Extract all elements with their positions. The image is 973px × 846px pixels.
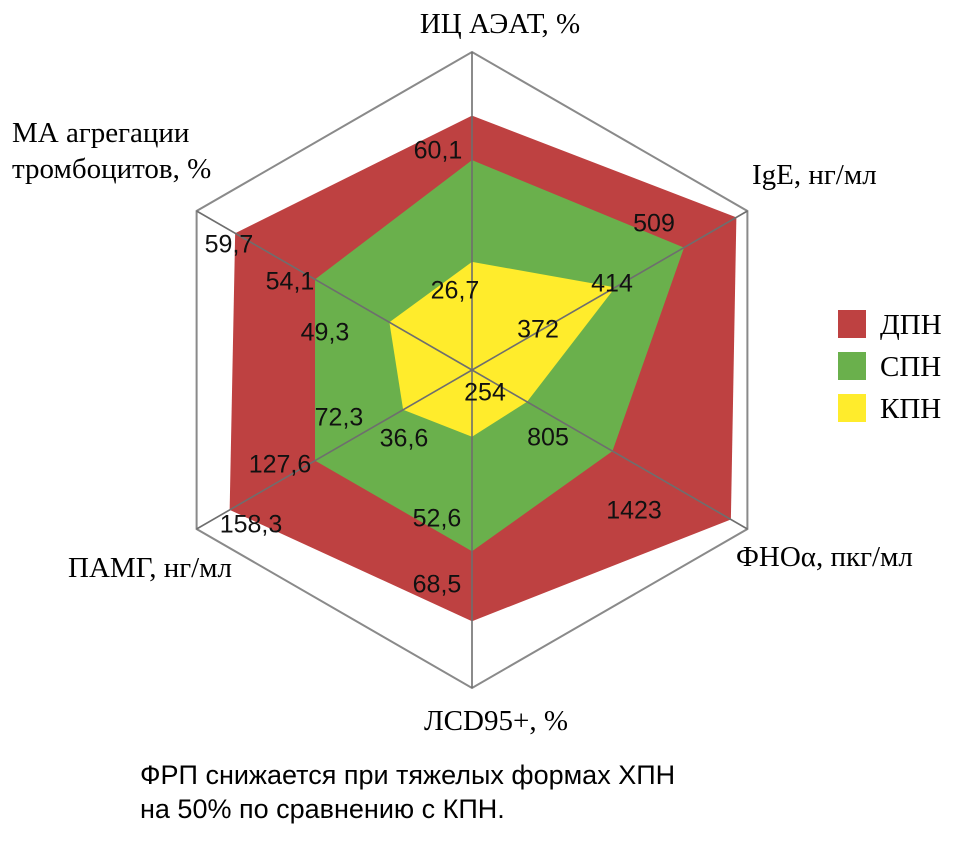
axis-label-1: IgE, нг/мл bbox=[752, 159, 877, 191]
value-label-СПН-1: 414 bbox=[591, 270, 633, 298]
value-label-ДПН-4: 158,3 bbox=[220, 511, 283, 539]
value-label-СПН-5: 54,1 bbox=[266, 268, 315, 296]
caption-line-2: на 50% по сравнению с КПН. bbox=[140, 794, 505, 824]
axis-spoke-5 bbox=[196, 210, 473, 371]
value-label-СПН-2: 805 bbox=[527, 424, 569, 452]
axis-label-3: ЛCD95+, % bbox=[424, 705, 568, 737]
legend-label-СПН: СПН bbox=[880, 351, 941, 383]
value-label-ДПН-1: 509 bbox=[633, 210, 675, 238]
legend: ДПН СПН КПН bbox=[838, 309, 942, 425]
caption: ФРП снижается при тяжелых формах ХПН на … bbox=[140, 758, 675, 826]
value-label-ДПН-2: 1423 bbox=[606, 497, 662, 525]
axis-spoke-2 bbox=[471, 369, 748, 530]
axis-spoke-4 bbox=[196, 369, 473, 530]
value-label-КПН-1: 372 bbox=[517, 316, 559, 344]
axis-label-4: ПАМГ, нг/мл bbox=[68, 552, 232, 584]
axis-label-5: МА агрегации тромбоцитов, % bbox=[12, 117, 211, 185]
value-label-ДПН-3: 68,5 bbox=[413, 571, 462, 599]
value-label-ДПН-5: 59,7 bbox=[205, 231, 254, 259]
legend-swatch-ДПН bbox=[838, 310, 866, 338]
series-area-КПН bbox=[389, 261, 616, 437]
value-label-КПН-0: 26,7 bbox=[431, 277, 480, 305]
axis-spoke-1 bbox=[471, 210, 748, 371]
value-label-КПН-4: 72,3 bbox=[315, 404, 364, 432]
axis-labels: ИЦ АЭАТ, % IgE, нг/мл ФНОα, пкг/мл ЛCD95+, … bbox=[12, 8, 913, 737]
axis-label-2: ФНОα, пкг/мл bbox=[736, 541, 913, 573]
caption-line-1: ФРП снижается при тяжелых формах ХПН bbox=[140, 760, 676, 790]
radar-spokes bbox=[196, 52, 748, 688]
legend-swatch-СПН bbox=[838, 352, 866, 380]
legend-label-ДПН: ДПН bbox=[880, 309, 942, 341]
legend-label-КПН: КПН bbox=[880, 393, 941, 425]
value-labels: 60,1 509 1423 68,5 158,3 59,7 414 805 52,6 127,6 5… bbox=[205, 137, 675, 599]
value-label-ДПН-0: 60,1 bbox=[414, 137, 463, 165]
value-label-СПН-3: 52,6 bbox=[413, 505, 462, 533]
value-label-СПН-4: 127,6 bbox=[249, 451, 312, 479]
value-label-КПН-5: 49,3 bbox=[301, 319, 350, 347]
axis-label-0: ИЦ АЭАТ, % bbox=[420, 8, 580, 40]
legend-swatch-КПН bbox=[838, 394, 866, 422]
value-label-КПН-3: 36,6 bbox=[380, 425, 429, 453]
value-label-КПН-2: 254 bbox=[464, 379, 506, 407]
radar-series bbox=[229, 115, 737, 622]
